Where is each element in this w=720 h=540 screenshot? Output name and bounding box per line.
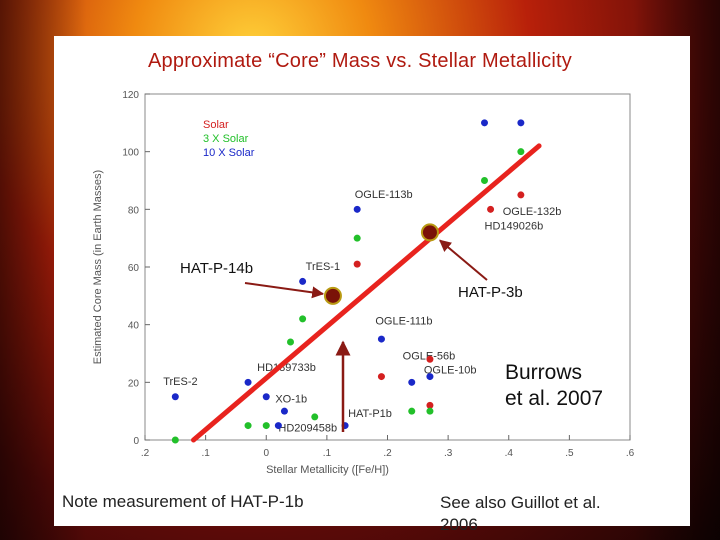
point-x10 xyxy=(481,119,488,127)
y-tick-label: 20 xyxy=(128,378,140,389)
point-x3 xyxy=(517,148,525,156)
legend-entry: Solar xyxy=(203,119,229,131)
note-hat-p-1b: Note measurement of HAT-P-1b xyxy=(62,492,304,511)
planet-label: XO-1b xyxy=(275,394,307,406)
fit-line xyxy=(191,143,542,443)
point-x10 xyxy=(274,422,282,430)
x-tick-label: .3 xyxy=(444,448,453,459)
citation-burrows: Burrows et al. 2007 xyxy=(505,360,625,412)
point-x10 xyxy=(353,205,361,213)
point-x10 xyxy=(280,407,288,415)
y-tick-label: 80 xyxy=(128,205,140,216)
arrow-hat-p-14b xyxy=(244,282,325,299)
point-x10 xyxy=(171,393,179,401)
legend-entry: 3 X Solar xyxy=(203,133,249,145)
planet-label: TrES-2 xyxy=(163,376,197,388)
y-tick-label: 60 xyxy=(128,263,140,274)
chart-title: Approximate “Core” Mass vs. Stellar Meta… xyxy=(148,50,572,72)
note-guillot-line2: 2006 xyxy=(440,515,478,534)
slide-panel xyxy=(54,36,690,526)
y-tick-label: 0 xyxy=(133,436,139,447)
point-solar xyxy=(517,191,525,199)
note-guillot-line1: See also Guillot et al. xyxy=(440,493,601,512)
planet-label: TrES-1 xyxy=(306,261,340,273)
citation-line1: Burrows xyxy=(505,361,583,384)
point-x3 xyxy=(262,422,270,430)
point-x10 xyxy=(377,335,385,343)
point-x3 xyxy=(408,407,416,415)
y-tick-label: 120 xyxy=(122,90,139,101)
point-x3 xyxy=(171,436,179,444)
planet-label: HD209458b xyxy=(278,422,337,434)
note-guillot: See also Guillot et al. 2006 xyxy=(440,492,601,536)
point-x10 xyxy=(408,378,416,386)
x-tick-label: .2 xyxy=(383,448,392,459)
tick-labels: .2 .1 0 .1 .2 .3 .4 .5 .6 0 20 40 60 80 100 120 Stellar … xyxy=(92,90,635,476)
hat-planet-point xyxy=(323,286,342,305)
x-axis-label: Stellar Metallicity ([Fe/H]) xyxy=(266,464,389,476)
planet-label: OGLE-132b xyxy=(503,206,562,218)
x-tick-label: .1 xyxy=(323,448,332,459)
planet-label: OGLE-113b xyxy=(355,189,413,201)
data-points xyxy=(171,119,525,444)
callout-hat-p-14b: HAT-P-14b xyxy=(180,260,253,277)
point-x10 xyxy=(517,119,525,127)
point-x3 xyxy=(311,413,319,421)
callout-hat-p-3b: HAT-P-3b xyxy=(458,284,523,301)
planet-annotations: OGLE-113b OGLE-132b HD149026b TrES-1 OGLE-11… xyxy=(163,189,561,435)
point-solar xyxy=(377,373,385,381)
point-x10 xyxy=(244,378,252,386)
chart-legend: Solar 3 X Solar 10 X Solar xyxy=(203,119,255,159)
point-x3 xyxy=(481,177,488,184)
point-solar xyxy=(426,355,434,363)
x-tick-label: .6 xyxy=(626,448,635,459)
point-solar xyxy=(426,401,434,409)
planet-label: HAT-P1b xyxy=(348,408,392,420)
x-tick-label: .5 xyxy=(565,448,574,459)
callouts: HAT-P-14b HAT-P-3b xyxy=(180,239,523,432)
x-tick-label: 0 xyxy=(263,448,269,459)
point-x10 xyxy=(299,277,307,285)
point-x3 xyxy=(299,315,307,323)
point-x3 xyxy=(244,422,252,430)
point-x10 xyxy=(426,373,434,381)
point-x10 xyxy=(262,393,270,401)
x-tick-label: .4 xyxy=(505,448,514,459)
planet-label: OGLE-111b xyxy=(375,316,432,328)
x-tick-label: .2 xyxy=(141,448,150,459)
chart-axes xyxy=(144,93,631,441)
planet-label: OGLE-10b xyxy=(424,365,477,377)
legend-entry: 10 X Solar xyxy=(203,147,255,159)
y-tick-label: 100 xyxy=(122,148,139,159)
fit-line-group xyxy=(191,143,542,443)
x-tick-label: .1 xyxy=(201,448,210,459)
point-solar xyxy=(353,260,361,268)
y-tick-label: 40 xyxy=(128,321,140,332)
point-solar xyxy=(487,205,495,213)
hat-planet-point xyxy=(420,223,439,242)
point-x3 xyxy=(426,407,434,415)
citation-line2: et al. 2007 xyxy=(505,387,604,410)
planet-label: HD149026b xyxy=(485,221,544,233)
y-axis-label: Estimated Core Mass (in Earth Masses) xyxy=(92,170,104,364)
point-x3 xyxy=(287,338,294,346)
point-x3 xyxy=(353,234,361,242)
arrow-hat-p-3b xyxy=(439,239,488,281)
